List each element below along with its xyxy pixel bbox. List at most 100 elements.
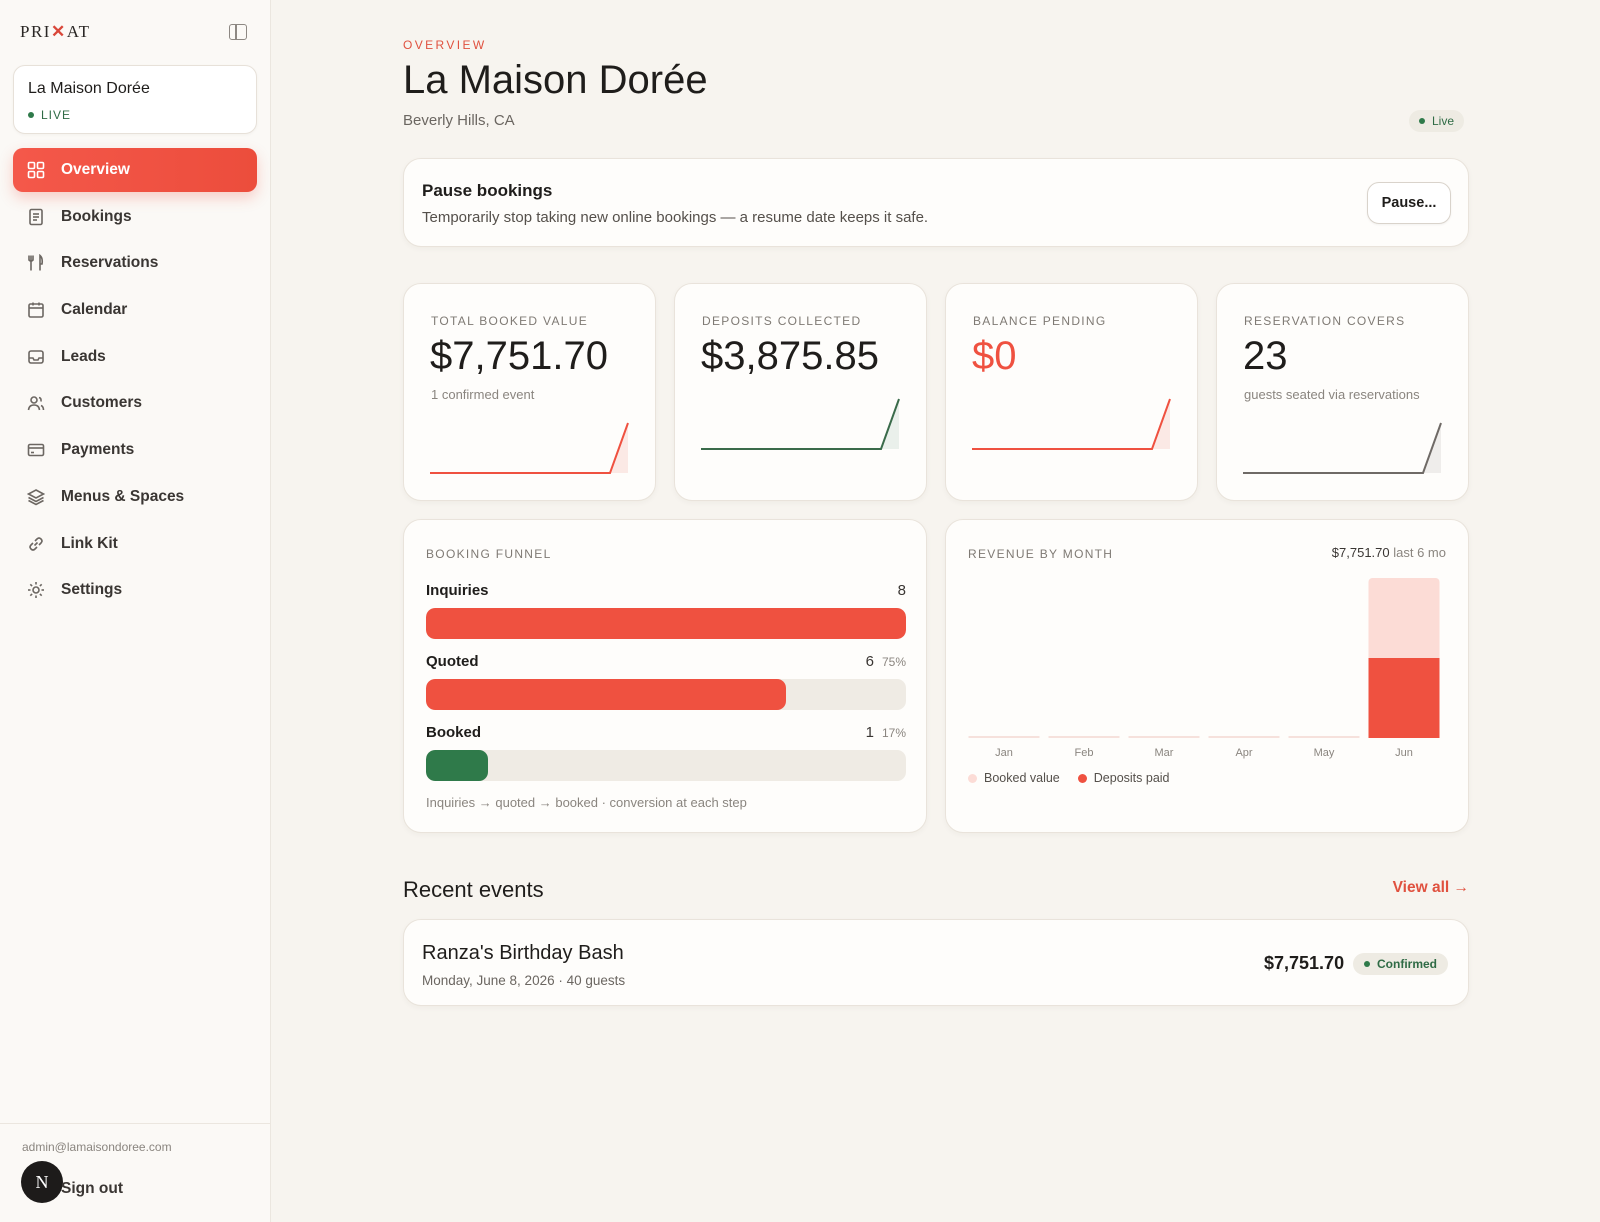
status-badge: Live (1409, 110, 1465, 132)
venue-name: La Maison Dorée (28, 80, 150, 97)
conversion-percent: 17% (881, 726, 906, 740)
count-value: 1 (865, 724, 874, 741)
funnel-step-name: Inquiries (426, 582, 489, 599)
event-amount: $7,751.70 (1264, 953, 1345, 973)
sparkline (701, 398, 900, 450)
revenue-total: $7,751.70 last 6 mo (1332, 545, 1446, 560)
legend-label: Booked value (984, 771, 1060, 785)
page-title: La Maison Dorée (403, 58, 708, 102)
funnel-bar (426, 608, 906, 639)
bar-baseline (1048, 736, 1120, 738)
status-dot-icon (28, 112, 34, 118)
kpi-subtext: guests seated via reservations (1244, 387, 1420, 402)
sidebar-item-overview[interactable]: Overview (13, 148, 257, 192)
status-badge-label: Confirmed (1377, 957, 1437, 971)
sidebar: PRI✕AT La Maison Dorée LIVE Overview Boo… (0, 0, 271, 1222)
grid-icon (27, 161, 45, 179)
venue-status: LIVE (28, 108, 71, 122)
kpi-label: RESERVATION COVERS (1244, 314, 1406, 328)
funnel-bar (426, 679, 786, 710)
pause-description: Temporarily stop taking new online booki… (422, 209, 929, 226)
sidebar-item-payments[interactable]: Payments (13, 428, 257, 472)
funnel-step-count: 6 75% (866, 653, 906, 670)
sidebar-item-customers[interactable]: Customers (13, 381, 257, 425)
bar-deposits-paid (1368, 658, 1440, 738)
gear-icon (27, 581, 45, 599)
kpi-deposits-collected: DEPOSITS COLLECTED $3,875.85 (674, 283, 927, 501)
legend-item-deposits-paid: Deposits paid (1077, 771, 1170, 785)
sidebar-item-link-kit[interactable]: Link Kit (13, 522, 257, 566)
brand-logo[interactable]: PRI✕AT (20, 22, 91, 42)
calendar-icon (27, 301, 45, 319)
sidebar-item-label: Menus & Spaces (61, 487, 185, 505)
sidebar-item-calendar[interactable]: Calendar (13, 288, 257, 332)
sidebar-item-label: Reservations (61, 254, 159, 272)
sidebar-item-label: Link Kit (61, 534, 118, 552)
funnel-bar-track (426, 608, 906, 639)
sidebar-item-settings[interactable]: Settings (13, 568, 257, 612)
kpi-label: BALANCE PENDING (973, 314, 1107, 328)
funnel-note: Inquiries → quoted → booked · conversion… (426, 795, 747, 810)
legend-swatch (1077, 773, 1087, 783)
kpi-value: $0 (972, 334, 1017, 378)
logo-text-right: AT (66, 22, 91, 41)
revenue-title: REVENUE BY MONTH (968, 547, 1114, 561)
kpi-subtext: 1 confirmed event (431, 387, 535, 402)
pause-button[interactable]: Pause... (1367, 182, 1451, 224)
status-dot-icon (1364, 961, 1370, 967)
logo-mark-icon: ✕ (50, 22, 67, 41)
sidebar-item-label: Payments (61, 441, 135, 459)
x-tick-label: Mar (1155, 747, 1174, 759)
sidebar-item-label: Settings (61, 581, 123, 599)
pause-bookings-card: Pause bookings Temporarily stop taking n… (403, 158, 1469, 247)
sidebar-item-bookings[interactable]: Bookings (13, 195, 257, 239)
x-tick-label: Feb (1075, 747, 1094, 759)
utensils-icon (27, 254, 45, 272)
x-tick-label: Jun (1395, 747, 1413, 759)
status-dot-icon (1419, 118, 1425, 124)
receipt-icon (27, 208, 45, 226)
legend-swatch (968, 773, 977, 783)
funnel-step-count: 8 (898, 582, 906, 599)
sidebar-item-menus-spaces[interactable]: Menus & Spaces (13, 475, 257, 519)
credit-card-icon (27, 441, 45, 459)
sidebar-item-reservations[interactable]: Reservations (13, 241, 257, 285)
bar-baseline (1128, 736, 1200, 738)
funnel-step-name: Quoted (426, 653, 479, 670)
sparkline (1243, 422, 1442, 474)
funnel-step-count: 1 17% (866, 724, 906, 741)
count-value: 6 (865, 653, 874, 670)
chart-legend: Booked value Deposits paid (968, 771, 1188, 785)
kpi-value: $3,875.85 (701, 334, 879, 378)
venue-switcher[interactable]: La Maison Dorée LIVE (13, 65, 257, 134)
view-all-link[interactable]: View all → (1392, 879, 1469, 896)
kpi-balance-pending: BALANCE PENDING $0 (945, 283, 1198, 501)
legend-item-booked-value: Booked value (968, 771, 1060, 785)
sidebar-toggle-icon[interactable] (229, 24, 247, 40)
venue-status-label: LIVE (41, 108, 72, 122)
sidebar-item-label: Customers (61, 394, 142, 412)
sidebar-item-leads[interactable]: Leads (13, 335, 257, 379)
status-badge: Confirmed (1353, 953, 1448, 975)
revenue-by-month-card: REVENUE BY MONTH $7,751.70 last 6 mo Jan… (945, 519, 1469, 833)
sidebar-item-label: Bookings (61, 207, 132, 225)
revenue-total-suffix: last 6 mo (1393, 545, 1446, 560)
sidebar-item-label: Overview (61, 161, 130, 178)
legend-label: Deposits paid (1093, 771, 1170, 785)
funnel-bar (426, 750, 489, 781)
kpi-value: $7,751.70 (430, 334, 608, 378)
event-meta: Monday, June 8, 2026 · 40 guests (422, 973, 626, 988)
sidebar-item-label: Calendar (61, 301, 128, 319)
sidebar-nav: Overview Bookings Reservations Calendar … (13, 148, 257, 615)
kpi-reservation-covers: RESERVATION COVERS 23 guests seated via … (1216, 283, 1469, 501)
avatar[interactable]: N (21, 1161, 63, 1203)
kpi-value: 23 (1243, 334, 1288, 378)
layers-icon (27, 488, 45, 506)
bar-baseline (1208, 736, 1280, 738)
venue-location: Beverly Hills, CA (403, 112, 515, 129)
inbox-icon (27, 348, 45, 366)
funnel-bar-track (426, 679, 906, 710)
sign-out-button[interactable]: Sign out (61, 1180, 123, 1197)
event-row[interactable]: Ranza's Birthday Bash Monday, June 8, 20… (403, 919, 1469, 1006)
revenue-chart: Jan Feb Mar Apr May Jun (968, 578, 1440, 759)
